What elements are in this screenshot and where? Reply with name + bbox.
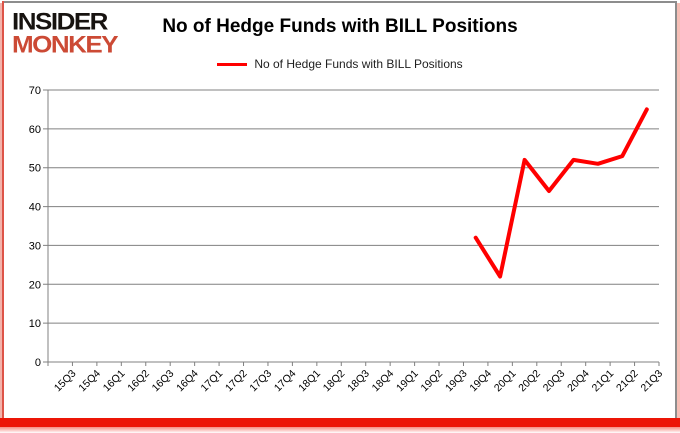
bottom-red-shadow xyxy=(0,427,680,433)
x-axis-tick-label: 18Q2 xyxy=(321,368,348,395)
x-axis-tick-label: 19Q4 xyxy=(467,368,494,395)
logo-text-monkey: MONKEY xyxy=(12,30,119,58)
x-axis-tick-label: 17Q1 xyxy=(199,368,226,395)
x-axis-tick-label: 15Q4 xyxy=(76,368,103,395)
x-axis-tick-label: 20Q2 xyxy=(516,368,543,395)
x-axis-tick-label: 18Q3 xyxy=(345,368,372,395)
x-axis-tick-label: 15Q3 xyxy=(52,368,79,395)
frame-border-right xyxy=(675,1,677,418)
logo-text-insider: INSIDER xyxy=(12,7,108,35)
x-axis-tick-label: 20Q4 xyxy=(565,368,592,395)
y-axis-tick-label: 40 xyxy=(29,202,41,214)
x-axis-tick-label: 19Q3 xyxy=(443,368,470,395)
x-axis-tick-label: 16Q1 xyxy=(101,368,128,395)
frame-border-left xyxy=(2,1,4,418)
x-axis-tick-label: 16Q4 xyxy=(174,368,201,395)
legend-label: No of Hedge Funds with BILL Positions xyxy=(254,57,463,71)
chart-title: No of Hedge Funds with BILL Positions xyxy=(162,16,518,37)
x-axis-tick-label: 21Q2 xyxy=(614,368,641,395)
y-axis-tick-label: 60 xyxy=(29,124,41,136)
x-axis-tick-label: 20Q3 xyxy=(541,368,568,395)
y-axis-tick-label: 0 xyxy=(35,357,41,369)
frame-border-top xyxy=(2,1,677,3)
x-axis-tick-label: 21Q3 xyxy=(638,368,665,395)
insider-monkey-logo: INSIDER MONKEY xyxy=(12,7,119,58)
y-axis-tick-label: 70 xyxy=(29,85,41,97)
x-axis-tick-label: 17Q3 xyxy=(247,368,274,395)
chart-legend: No of Hedge Funds with BILL Positions xyxy=(0,57,680,71)
series-line xyxy=(473,107,649,279)
x-axis-tick-label: 18Q1 xyxy=(296,368,323,395)
y-axis-tick-label: 30 xyxy=(29,240,41,252)
y-axis-tick-label: 20 xyxy=(29,279,41,291)
x-axis-tick-label: 18Q4 xyxy=(370,368,397,395)
x-axis-tick-label: 19Q2 xyxy=(419,368,446,395)
x-axis-tick-label: 16Q3 xyxy=(150,368,177,395)
frame-glow-left xyxy=(0,3,2,418)
x-axis-tick-label: 20Q1 xyxy=(492,368,519,395)
y-axis-tick-label: 50 xyxy=(29,163,41,175)
x-axis-tick-label: 19Q1 xyxy=(394,368,421,395)
bottom-red-border xyxy=(0,418,680,427)
frame-glow-right xyxy=(677,3,680,418)
y-axis-tick-label: 10 xyxy=(29,318,41,330)
x-axis-tick-label: 16Q2 xyxy=(125,368,152,395)
x-axis-tick-label: 17Q2 xyxy=(223,368,250,395)
x-axis-tick-label: 21Q1 xyxy=(590,368,617,395)
legend-line-swatch xyxy=(217,62,248,66)
x-axis-tick-label: 17Q4 xyxy=(272,368,299,395)
